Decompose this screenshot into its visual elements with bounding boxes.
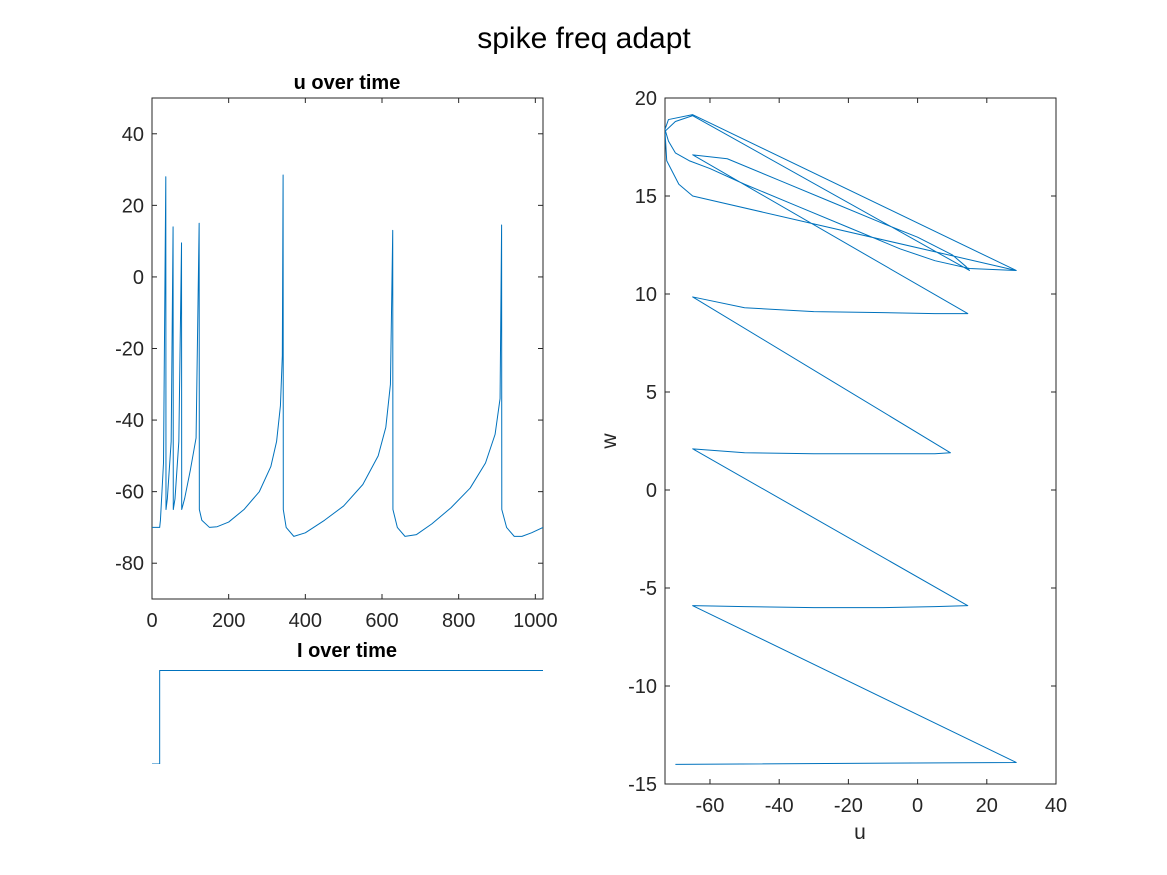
phase-plane-xtick-label: 20 <box>976 795 998 817</box>
u-over-time-axes: u over time 0 200 400 600 800 1000-80-60-40-2… <box>115 72 557 632</box>
phase-plane-axes-box <box>664 97 1057 785</box>
u-over-time-ytick-label: 40 <box>122 124 144 146</box>
phase-plane-xtick-label: -60 <box>696 795 725 817</box>
u-over-time-title: u over time <box>294 72 401 94</box>
phase-plane-ytick-label: 5 <box>646 382 657 404</box>
phase-plane-ylabel: w <box>598 433 621 450</box>
figure-title: spike freq adapt <box>477 22 691 55</box>
u-over-time-ytick-label: 0 <box>133 267 144 289</box>
u-over-time-ytick-label: -20 <box>115 339 144 361</box>
u-over-time-ytick-label: 20 <box>122 195 144 217</box>
u-over-time-xtick-label: 0 <box>146 610 157 632</box>
phase-plane-series-line <box>665 114 1017 765</box>
u-over-time-series <box>152 174 543 537</box>
u-over-time-series-line <box>152 174 543 537</box>
phase-plane-axes: -60 -40 -20 0 20 40 -15 -10 -5 0 5 10 15 20 u w <box>598 88 1067 844</box>
phase-plane-ticks: -60 -40 -20 0 20 40 -15 -10 -5 0 5 10 15 20 <box>628 88 1067 817</box>
phase-plane-ytick-label: 10 <box>635 284 657 306</box>
i-over-time-axes: I over time <box>152 640 543 764</box>
u-over-time-axes-box <box>151 97 544 600</box>
phase-plane-ytick-label: 0 <box>646 480 657 502</box>
i-over-time-title: I over time <box>297 640 397 662</box>
phase-plane-xlabel: u <box>854 821 866 844</box>
phase-plane-xtick-label: 0 <box>912 795 923 817</box>
phase-plane-xtick-label: -20 <box>834 795 863 817</box>
u-over-time-ticks: 0 200 400 600 800 1000 -80 -60 -40 -20 0 20 40 <box>115 98 558 632</box>
u-over-time-xtick-label: 1000 <box>513 610 558 632</box>
phase-plane-ytick-label: -5 <box>639 578 657 600</box>
u-over-time-ytick-label: -40 <box>115 410 144 432</box>
phase-plane-ytick-label: 20 <box>635 88 657 110</box>
phase-plane-ytick-label: 15 <box>635 186 657 208</box>
u-over-time-ytick-label: -80 <box>115 553 144 575</box>
phase-plane-series <box>665 114 1017 765</box>
u-over-time-xtick-label: 400 <box>289 610 322 632</box>
i-over-time-series <box>152 669 543 764</box>
u-over-time-xtick-label: 600 <box>365 610 398 632</box>
phase-plane-ytick-label: -15 <box>628 774 657 796</box>
phase-plane-ytick-label: -10 <box>628 676 657 698</box>
u-over-time-xtick-label: 800 <box>442 610 475 632</box>
i-over-time-series-line <box>152 669 543 764</box>
phase-plane-xtick-label: -40 <box>765 795 794 817</box>
u-over-time-xtick-label: 200 <box>212 610 245 632</box>
phase-plane-xtick-label: 40 <box>1045 795 1067 817</box>
u-over-time-ytick-label: -60 <box>115 482 144 504</box>
